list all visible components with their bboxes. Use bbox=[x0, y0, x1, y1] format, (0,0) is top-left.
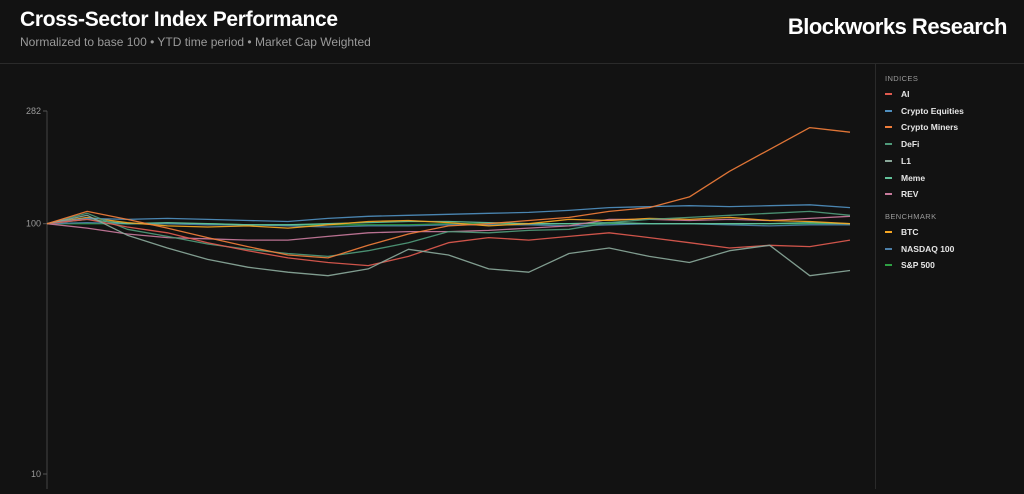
legend-swatch bbox=[885, 143, 892, 146]
legend-item-ai[interactable]: AI bbox=[885, 88, 910, 100]
series-line-l1 bbox=[46, 214, 851, 277]
legend-swatch bbox=[885, 193, 892, 196]
y-tick-label: 282 bbox=[26, 106, 41, 116]
legend-swatch bbox=[885, 264, 892, 267]
legend-label: BTC bbox=[901, 227, 919, 237]
y-tick-label: 10 bbox=[31, 469, 41, 479]
legend-label: S&P 500 bbox=[901, 260, 935, 271]
legend-label: Crypto Equities bbox=[901, 105, 964, 116]
series-line-crypto-equities bbox=[46, 204, 851, 225]
legend-swatch bbox=[885, 247, 892, 250]
legend-label: DeFi bbox=[901, 139, 920, 150]
plot-area: 282 100 10 bbox=[0, 64, 875, 489]
chart-title: Cross-Sector Index Performance bbox=[20, 8, 338, 31]
chart-legend: INDICES BENCHMARK AI Crypto Equities Crypt… bbox=[875, 64, 1024, 489]
legend-swatch bbox=[885, 176, 892, 179]
chart-subtitle: Normalized to base 100 • YTD time period… bbox=[20, 35, 371, 49]
legend-label: NASDAQ 100 bbox=[901, 243, 955, 254]
chart-header: Cross-Sector Index Performance Normalize… bbox=[0, 0, 1024, 64]
legend-label: Crypto Miners bbox=[901, 122, 959, 133]
legend-swatch bbox=[885, 93, 892, 95]
legend-label: REV bbox=[901, 189, 919, 200]
series-line-crypto-miners bbox=[46, 126, 851, 259]
legend-label: AI bbox=[901, 89, 910, 99]
legend-section-indices: INDICES bbox=[885, 74, 919, 83]
series-line-nasdaq-100 bbox=[46, 221, 850, 228]
legend-item-btc[interactable]: BTC bbox=[885, 226, 918, 238]
legend-section-benchmark: BENCHMARK bbox=[885, 212, 937, 221]
legend-item-s-p-500[interactable]: S&P 500 bbox=[885, 259, 935, 271]
legend-item-rev[interactable]: REV bbox=[885, 188, 918, 200]
brand-logo-text: Blockworks Research bbox=[787, 14, 1008, 39]
legend-swatch bbox=[885, 126, 892, 129]
legend-label: L1 bbox=[901, 155, 911, 166]
y-tick-label: 100 bbox=[26, 219, 41, 229]
series-line-btc bbox=[46, 216, 851, 229]
line-chart: 282 100 10 bbox=[26, 106, 851, 489]
legend-item-l1[interactable]: L1 bbox=[885, 155, 911, 167]
legend-swatch bbox=[885, 159, 892, 162]
series-line-ai bbox=[46, 218, 851, 267]
legend-item-defi[interactable]: DeFi bbox=[885, 138, 919, 150]
legend-item-crypto-equities[interactable]: Crypto Equities bbox=[885, 105, 964, 117]
legend-item-nasdaq-100[interactable]: NASDAQ 100 bbox=[885, 243, 954, 255]
legend-swatch bbox=[885, 109, 892, 112]
legend-label: Meme bbox=[901, 172, 926, 183]
series-line-defi bbox=[46, 210, 851, 258]
legend-item-crypto-miners[interactable]: Crypto Miners bbox=[885, 121, 958, 133]
series-line-meme bbox=[46, 218, 851, 226]
legend-item-meme[interactable]: Meme bbox=[885, 172, 925, 184]
legend-swatch bbox=[885, 231, 892, 233]
